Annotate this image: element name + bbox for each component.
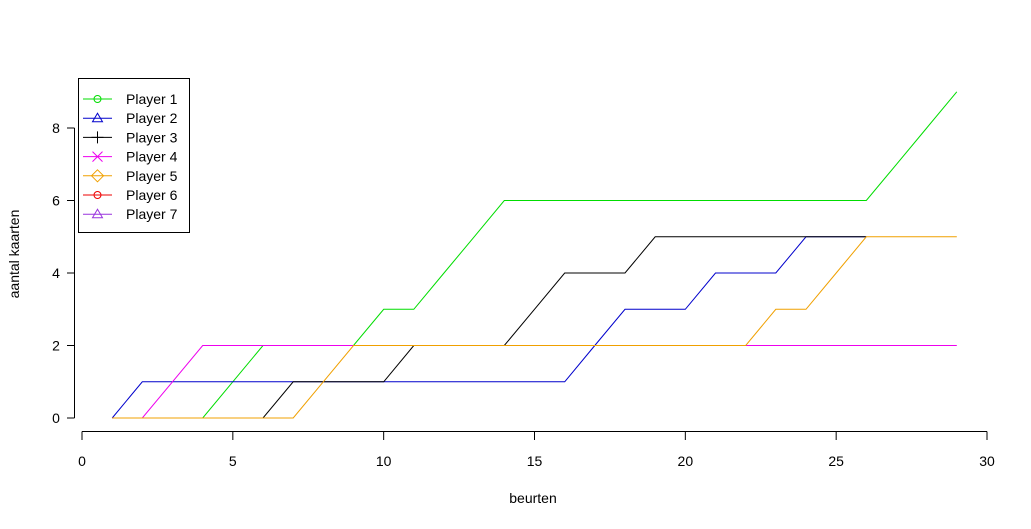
legend-item-player-2: Player 2 xyxy=(83,110,178,126)
y-tick-label: 6 xyxy=(52,193,60,209)
y-tick-label: 0 xyxy=(52,410,60,426)
triangle-marker-icon xyxy=(91,112,104,123)
x-tick-label: 0 xyxy=(78,453,86,469)
legend-label: Player 3 xyxy=(126,129,178,145)
legend-item-player-7: Player 7 xyxy=(83,206,178,222)
legend: Player 1 Player 2 Player 3 Player 4 Player 5… xyxy=(78,78,190,233)
legend-item-player-1: Player 1 xyxy=(83,91,178,107)
series-line-player-2 xyxy=(111,236,867,419)
legend-item-player-4: Player 4 xyxy=(83,149,178,165)
y-tick-label: 4 xyxy=(52,265,60,281)
legend-item-player-3: Player 3 xyxy=(83,129,178,145)
legend-item-player-6: Player 6 xyxy=(83,187,178,203)
legend-label: Player 4 xyxy=(126,149,178,165)
x-tick-label: 20 xyxy=(678,453,694,469)
x-axis: 0 5 10 15 20 25 30 xyxy=(78,431,995,469)
legend-item-player-5: Player 5 xyxy=(83,168,178,184)
x-axis-title: beurten xyxy=(509,490,556,506)
x-tick-label: 5 xyxy=(229,453,237,469)
legend-label: Player 5 xyxy=(126,168,178,184)
legend-label: Player 7 xyxy=(126,206,178,222)
series-line-player-5 xyxy=(112,236,957,419)
legend-label: Player 1 xyxy=(126,91,178,107)
y-tick-label: 8 xyxy=(52,120,60,136)
x-tick-label: 15 xyxy=(527,453,543,469)
series-line-player-1 xyxy=(112,91,958,419)
y-axis-title: aantal kaarten xyxy=(6,210,22,299)
cross-marker-icon xyxy=(92,151,103,162)
y-tick-label: 2 xyxy=(52,338,60,354)
x-tick-label: 10 xyxy=(376,453,392,469)
legend-label: Player 2 xyxy=(126,110,178,126)
triangle-marker-icon xyxy=(91,208,104,219)
y-axis: 0 2 4 6 8 xyxy=(52,120,75,426)
circle-marker-icon xyxy=(93,191,102,199)
diamond-marker-icon xyxy=(90,169,105,183)
x-tick-label: 30 xyxy=(979,453,995,469)
legend-label: Player 6 xyxy=(126,187,178,203)
x-tick-label: 25 xyxy=(828,453,844,469)
circle-marker-icon xyxy=(93,95,102,103)
plot-lines xyxy=(111,91,958,419)
plus-marker-icon xyxy=(91,131,104,144)
